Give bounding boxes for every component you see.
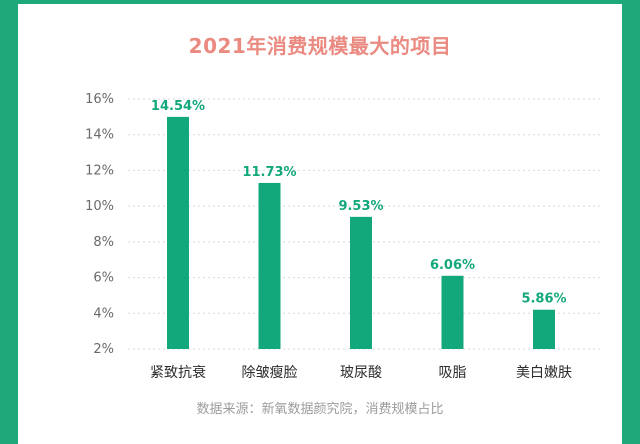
data-label: 11.73% bbox=[242, 165, 296, 180]
y-tick-label: 8% bbox=[93, 235, 114, 250]
data-label: 14.54% bbox=[151, 99, 205, 114]
y-tick-label: 14% bbox=[85, 128, 114, 143]
bar bbox=[167, 116, 189, 349]
x-tick-label: 除皱瘦脸 bbox=[242, 364, 298, 381]
y-tick-label: 12% bbox=[85, 163, 114, 178]
y-tick-label: 4% bbox=[93, 306, 114, 321]
bar bbox=[533, 309, 555, 349]
y-tick-label: 6% bbox=[93, 271, 114, 286]
data-labels: 14.54% 11.73% 9.53% 6.06% 5.86% bbox=[151, 99, 567, 307]
y-tick-label: 2% bbox=[93, 342, 114, 357]
bar bbox=[350, 216, 372, 349]
source-note: 数据来源：新氧数据颜究院，消费规模占比 bbox=[196, 402, 444, 417]
bar bbox=[441, 275, 464, 349]
chart-title: 2021年消费规模最大的项目 bbox=[188, 34, 452, 58]
bar-chart: 2% 4% 6% 8% 10% 12% 14% 16% 14.54% 11.73% 9.53% 6.… bbox=[85, 92, 602, 381]
x-tick-label: 美白嫩肤 bbox=[516, 365, 572, 381]
data-label: 5.86% bbox=[521, 292, 566, 307]
data-label: 6.06% bbox=[430, 258, 475, 273]
chart-card: 2021年消费规模最大的项目 2% 4% 6% 8% 10% 12% 14% 16% 14.5… bbox=[18, 4, 622, 444]
y-axis-ticks: 2% 4% 6% 8% 10% 12% 14% 16% bbox=[85, 92, 114, 357]
x-tick-label: 吸脂 bbox=[439, 365, 467, 381]
y-tick-label: 10% bbox=[85, 199, 114, 214]
data-label: 9.53% bbox=[338, 199, 383, 214]
y-tick-label: 16% bbox=[85, 92, 114, 107]
bars bbox=[167, 116, 555, 349]
x-tick-label: 玻尿酸 bbox=[340, 365, 382, 381]
x-tick-label: 紧致抗衰 bbox=[150, 364, 206, 381]
bar bbox=[258, 182, 281, 349]
x-axis-ticks: 紧致抗衰 除皱瘦脸 玻尿酸 吸脂 美白嫩肤 bbox=[150, 364, 572, 381]
